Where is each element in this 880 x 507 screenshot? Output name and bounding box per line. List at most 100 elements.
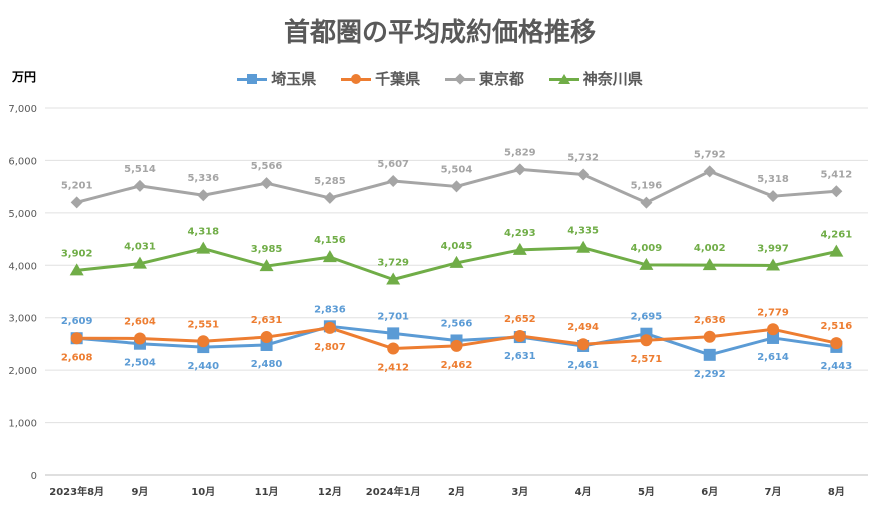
data-point-marker bbox=[703, 348, 716, 361]
x-tick-label: 4月 bbox=[575, 486, 592, 498]
data-label: 2,631 bbox=[504, 351, 536, 362]
data-label: 2,701 bbox=[377, 311, 409, 322]
x-tick-label: 7月 bbox=[765, 486, 782, 498]
data-label: 5,792 bbox=[694, 149, 726, 160]
data-label: 5,504 bbox=[441, 164, 473, 175]
data-point-marker bbox=[576, 240, 591, 253]
data-label: 2,504 bbox=[124, 358, 156, 369]
data-label: 2,571 bbox=[631, 354, 663, 365]
y-tick-label: 2,000 bbox=[8, 366, 37, 377]
data-point-marker bbox=[386, 272, 401, 285]
data-label: 4,293 bbox=[504, 228, 536, 239]
data-label: 4,031 bbox=[124, 242, 156, 253]
data-label: 2,292 bbox=[694, 369, 726, 380]
data-point-marker bbox=[133, 332, 146, 345]
legend-swatch-tokyo-icon bbox=[444, 72, 475, 86]
data-point-marker bbox=[70, 332, 83, 345]
data-point-marker bbox=[260, 331, 273, 344]
data-label: 4,318 bbox=[187, 227, 219, 238]
data-point-marker bbox=[513, 163, 526, 176]
data-point-marker bbox=[133, 179, 146, 192]
x-tick-label: 10月 bbox=[191, 486, 215, 498]
y-tick-label: 3,000 bbox=[8, 314, 37, 325]
data-point-marker bbox=[767, 190, 780, 203]
data-label: 5,514 bbox=[124, 164, 156, 175]
legend-item-chiba: 千葉県 bbox=[341, 68, 420, 89]
data-point-marker bbox=[767, 323, 780, 336]
data-point-marker bbox=[513, 329, 526, 342]
chart-title: 首都圏の平均成約価格推移 bbox=[283, 18, 596, 48]
data-label: 2,836 bbox=[314, 304, 346, 315]
x-tick-label: 5月 bbox=[638, 486, 655, 498]
y-tick-label: 0 bbox=[31, 471, 37, 482]
data-point-marker bbox=[197, 335, 210, 348]
x-tick-label: 2024年1月 bbox=[366, 485, 421, 498]
legend-label-kanagawa: 神奈川県 bbox=[582, 70, 643, 88]
data-point-marker bbox=[767, 331, 780, 344]
data-point-marker bbox=[323, 191, 336, 204]
x-tick-label: 3月 bbox=[511, 486, 528, 498]
data-label: 5,196 bbox=[631, 181, 663, 192]
data-label: 2,779 bbox=[757, 307, 789, 318]
data-label: 4,156 bbox=[314, 235, 346, 246]
data-label: 2,609 bbox=[61, 316, 93, 327]
y-axis-unit-label: 万円 bbox=[12, 70, 37, 84]
y-tick-label: 7,000 bbox=[8, 104, 37, 115]
legend-label-saitama: 埼玉県 bbox=[271, 70, 317, 88]
data-point-marker bbox=[640, 334, 653, 347]
data-label: 3,902 bbox=[61, 248, 93, 259]
data-point-marker bbox=[323, 321, 336, 334]
y-tick-label: 4,000 bbox=[8, 261, 37, 272]
data-point-marker bbox=[703, 330, 716, 343]
y-tick-label: 6,000 bbox=[8, 156, 37, 167]
data-point-marker bbox=[449, 255, 464, 268]
data-label: 2,412 bbox=[377, 363, 409, 374]
data-point-marker bbox=[830, 185, 843, 198]
data-point-marker bbox=[577, 168, 590, 181]
x-tick-label: 9月 bbox=[131, 486, 148, 498]
legend-swatch-chiba-icon bbox=[341, 72, 372, 86]
legend-label-chiba: 千葉県 bbox=[375, 70, 421, 88]
data-label: 5,732 bbox=[567, 152, 599, 163]
y-tick-label: 5,000 bbox=[8, 209, 37, 220]
x-tick-label: 6月 bbox=[701, 486, 718, 498]
data-label: 4,335 bbox=[567, 226, 599, 237]
data-point-marker bbox=[830, 337, 843, 350]
data-label: 3,997 bbox=[757, 243, 789, 254]
data-label: 2,566 bbox=[441, 318, 473, 329]
data-point-marker bbox=[387, 342, 400, 355]
x-tick-label: 12月 bbox=[318, 486, 342, 498]
x-tick-label: 2023年8月 bbox=[49, 485, 104, 498]
data-point-marker bbox=[450, 180, 463, 193]
data-label: 5,318 bbox=[757, 174, 789, 185]
data-point-marker bbox=[259, 259, 274, 272]
legend-item-kanagawa: 神奈川県 bbox=[548, 68, 643, 89]
legend-label-tokyo: 東京都 bbox=[478, 70, 524, 88]
data-point-marker bbox=[639, 257, 654, 270]
legend-swatch-kanagawa-icon bbox=[548, 72, 579, 86]
x-tick-label: 11月 bbox=[255, 486, 279, 498]
legend-item-tokyo: 東京都 bbox=[444, 68, 524, 89]
data-label: 2,614 bbox=[757, 352, 789, 363]
x-tick-label: 2月 bbox=[448, 486, 465, 498]
data-label: 3,729 bbox=[377, 257, 409, 268]
data-label: 4,002 bbox=[694, 243, 726, 254]
data-point-marker bbox=[132, 256, 147, 269]
data-label: 4,261 bbox=[821, 230, 853, 241]
y-tick-label: 1,000 bbox=[8, 419, 37, 430]
data-label: 2,631 bbox=[251, 315, 283, 326]
data-point-marker bbox=[196, 241, 211, 254]
data-point-marker bbox=[640, 196, 653, 209]
data-point-marker bbox=[512, 242, 527, 255]
data-label: 3,985 bbox=[251, 244, 283, 255]
legend-swatch-saitama-icon bbox=[237, 72, 268, 86]
data-label: 2,461 bbox=[567, 360, 599, 371]
data-label: 5,829 bbox=[504, 147, 536, 158]
data-point-marker bbox=[703, 165, 716, 178]
data-label: 2,695 bbox=[631, 312, 663, 323]
data-point-marker bbox=[69, 263, 84, 276]
data-point-marker bbox=[260, 177, 273, 190]
data-point-marker bbox=[577, 338, 590, 351]
data-label: 2,807 bbox=[314, 342, 346, 353]
